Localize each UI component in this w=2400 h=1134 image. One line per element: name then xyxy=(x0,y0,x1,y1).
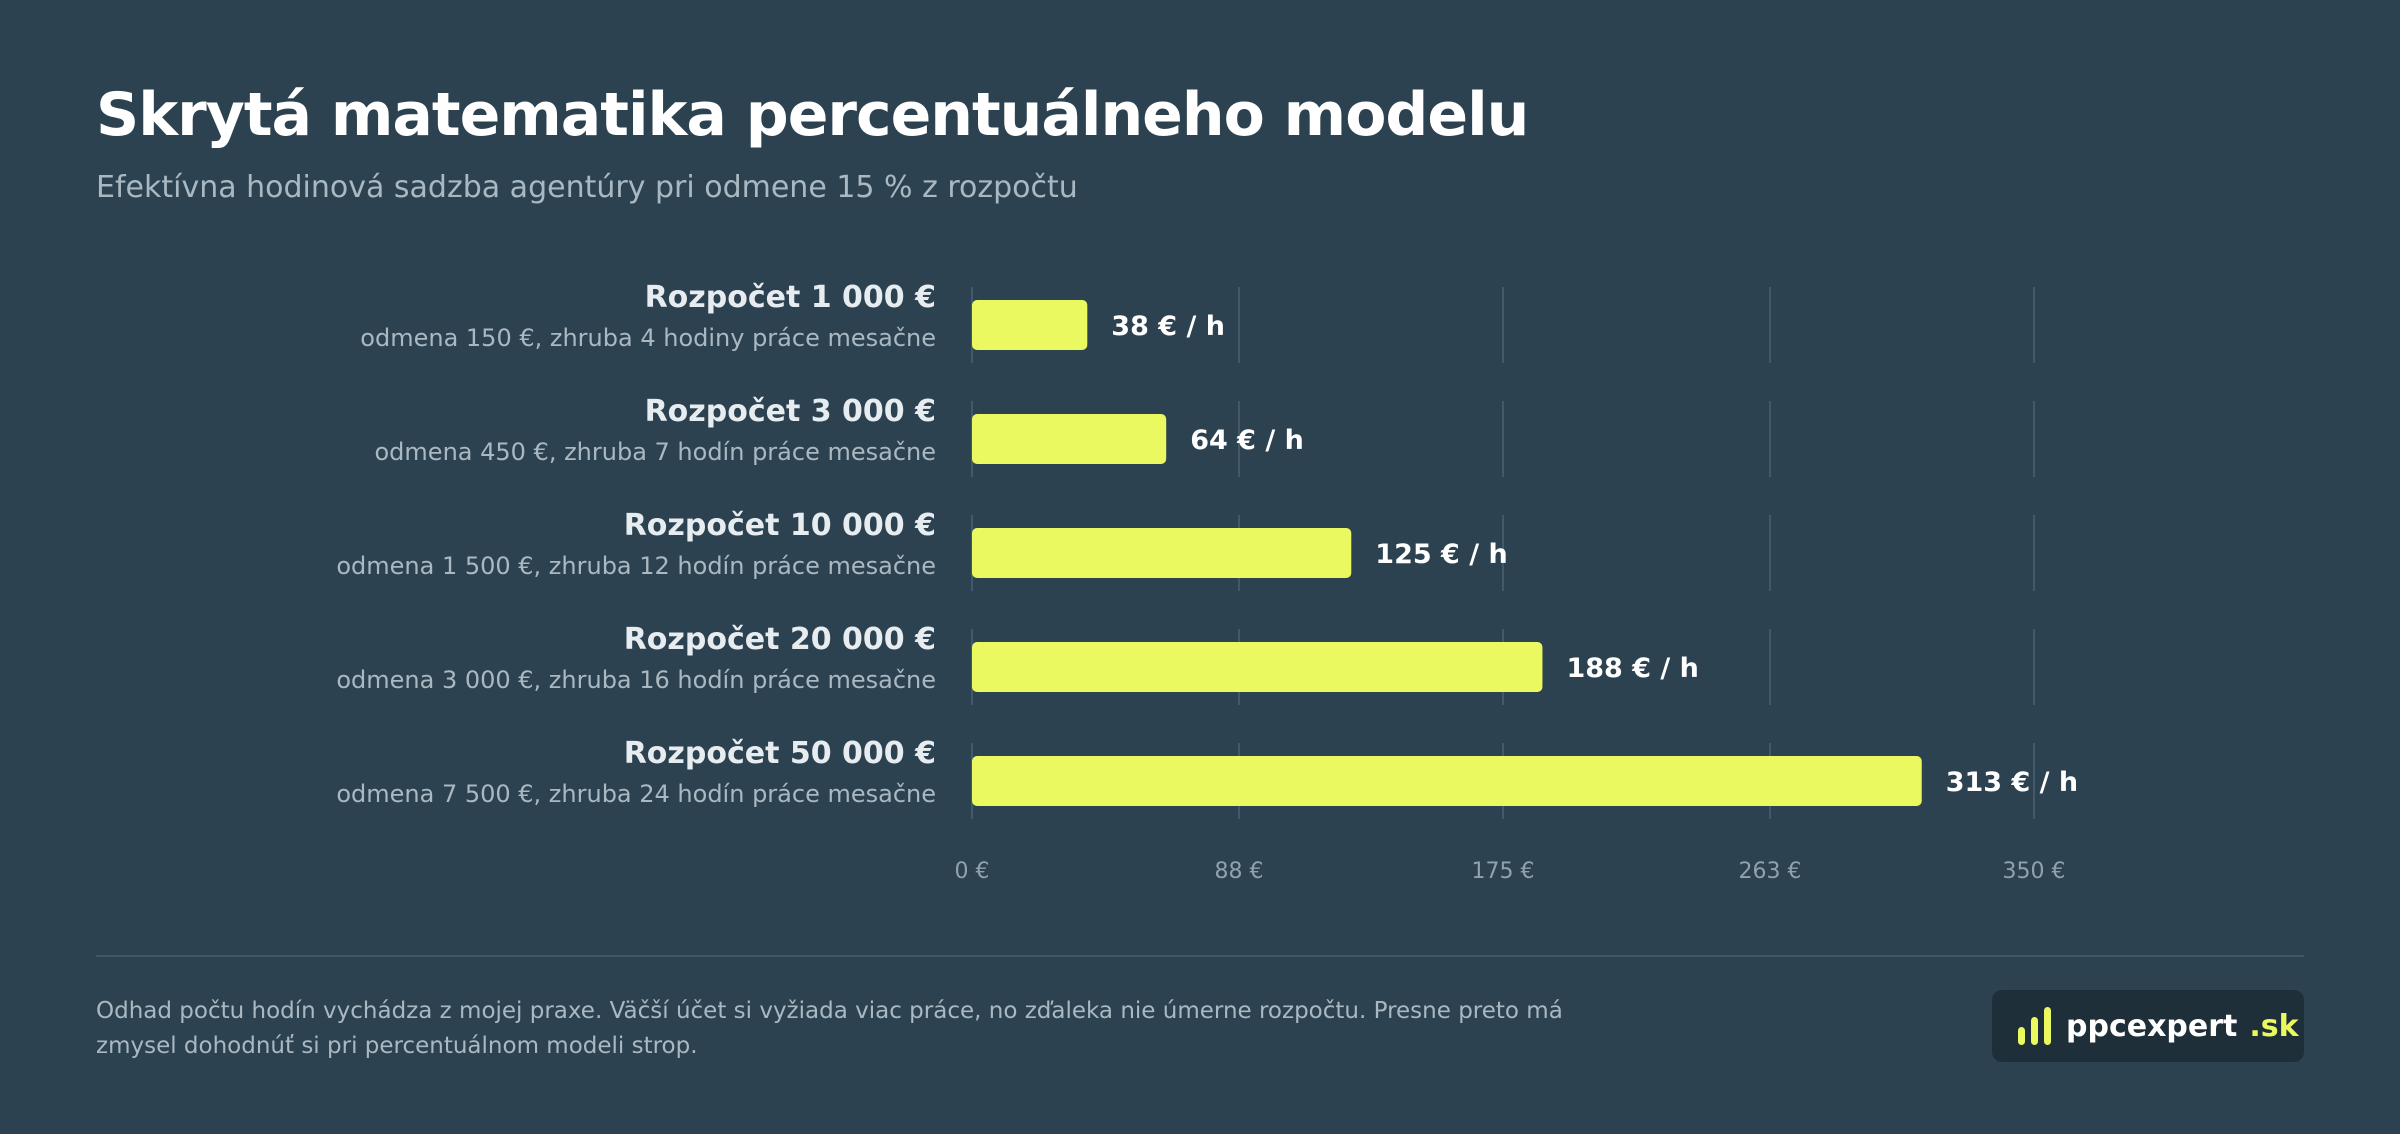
logo-suffix: .sk xyxy=(2249,1008,2299,1044)
category-note: odmena 7 500 €, zhruba 24 hodín práce me… xyxy=(336,780,936,808)
category-labels: Rozpočet 1 000 € odmena 150 €, zhruba 4 h… xyxy=(336,280,936,808)
x-tick-label: 175 € xyxy=(1472,859,1535,884)
divider xyxy=(96,955,2304,957)
footnote: Odhad počtu hodín vychádza z mojej praxe… xyxy=(96,998,1563,1059)
bar xyxy=(972,528,1352,578)
category-label: Rozpočet 1 000 € xyxy=(645,280,936,315)
x-tick-label: 263 € xyxy=(1739,859,1802,884)
category-note: odmena 1 500 €, zhruba 12 hodín práce me… xyxy=(336,552,936,580)
data-label: 38 € / h xyxy=(1111,311,1225,342)
value-labels: 38 € / h 64 € / h 125 € / h 188 € / h 313 € … xyxy=(1111,311,2078,798)
category-note: odmena 450 €, zhruba 7 hodín práce mesač… xyxy=(375,438,937,466)
logo-name: ppcexpert xyxy=(2066,1008,2238,1044)
data-label: 188 € / h xyxy=(1566,653,1698,684)
page-subtitle: Efektívna hodinová sadzba agentúry pri o… xyxy=(96,170,1078,205)
category-note: odmena 150 €, zhruba 4 hodiny práce mesa… xyxy=(360,324,936,352)
category-label: Rozpočet 3 000 € xyxy=(645,394,936,429)
x-tick-label: 350 € xyxy=(2003,859,2066,884)
category-note: odmena 3 000 €, zhruba 16 hodín práce me… xyxy=(336,666,936,694)
x-axis-ticks: 0 € 88 € 175 € 263 € 350 € xyxy=(955,859,2066,884)
bar xyxy=(972,414,1167,464)
data-label: 64 € / h xyxy=(1190,425,1304,456)
x-tick-label: 0 € xyxy=(955,859,990,884)
bars xyxy=(972,300,1922,806)
bar xyxy=(972,300,1088,350)
category-label: Rozpočet 10 000 € xyxy=(624,508,936,543)
bar xyxy=(972,642,1543,692)
data-label: 313 € / h xyxy=(1946,767,2078,798)
bar xyxy=(972,756,1922,806)
category-label: Rozpočet 20 000 € xyxy=(624,622,936,657)
ppcexpert-logo: ppcexpert .sk xyxy=(1992,990,2304,1062)
page-title: Skrytá matematika percentuálneho modelu xyxy=(96,80,1529,150)
bar-chart: Rozpočet 1 000 € odmena 150 €, zhruba 4 h… xyxy=(336,280,2078,884)
bar-chart-icon xyxy=(2018,1007,2051,1045)
x-tick-label: 88 € xyxy=(1215,859,1264,884)
category-label: Rozpočet 50 000 € xyxy=(624,736,936,771)
data-label: 125 € / h xyxy=(1375,539,1507,570)
